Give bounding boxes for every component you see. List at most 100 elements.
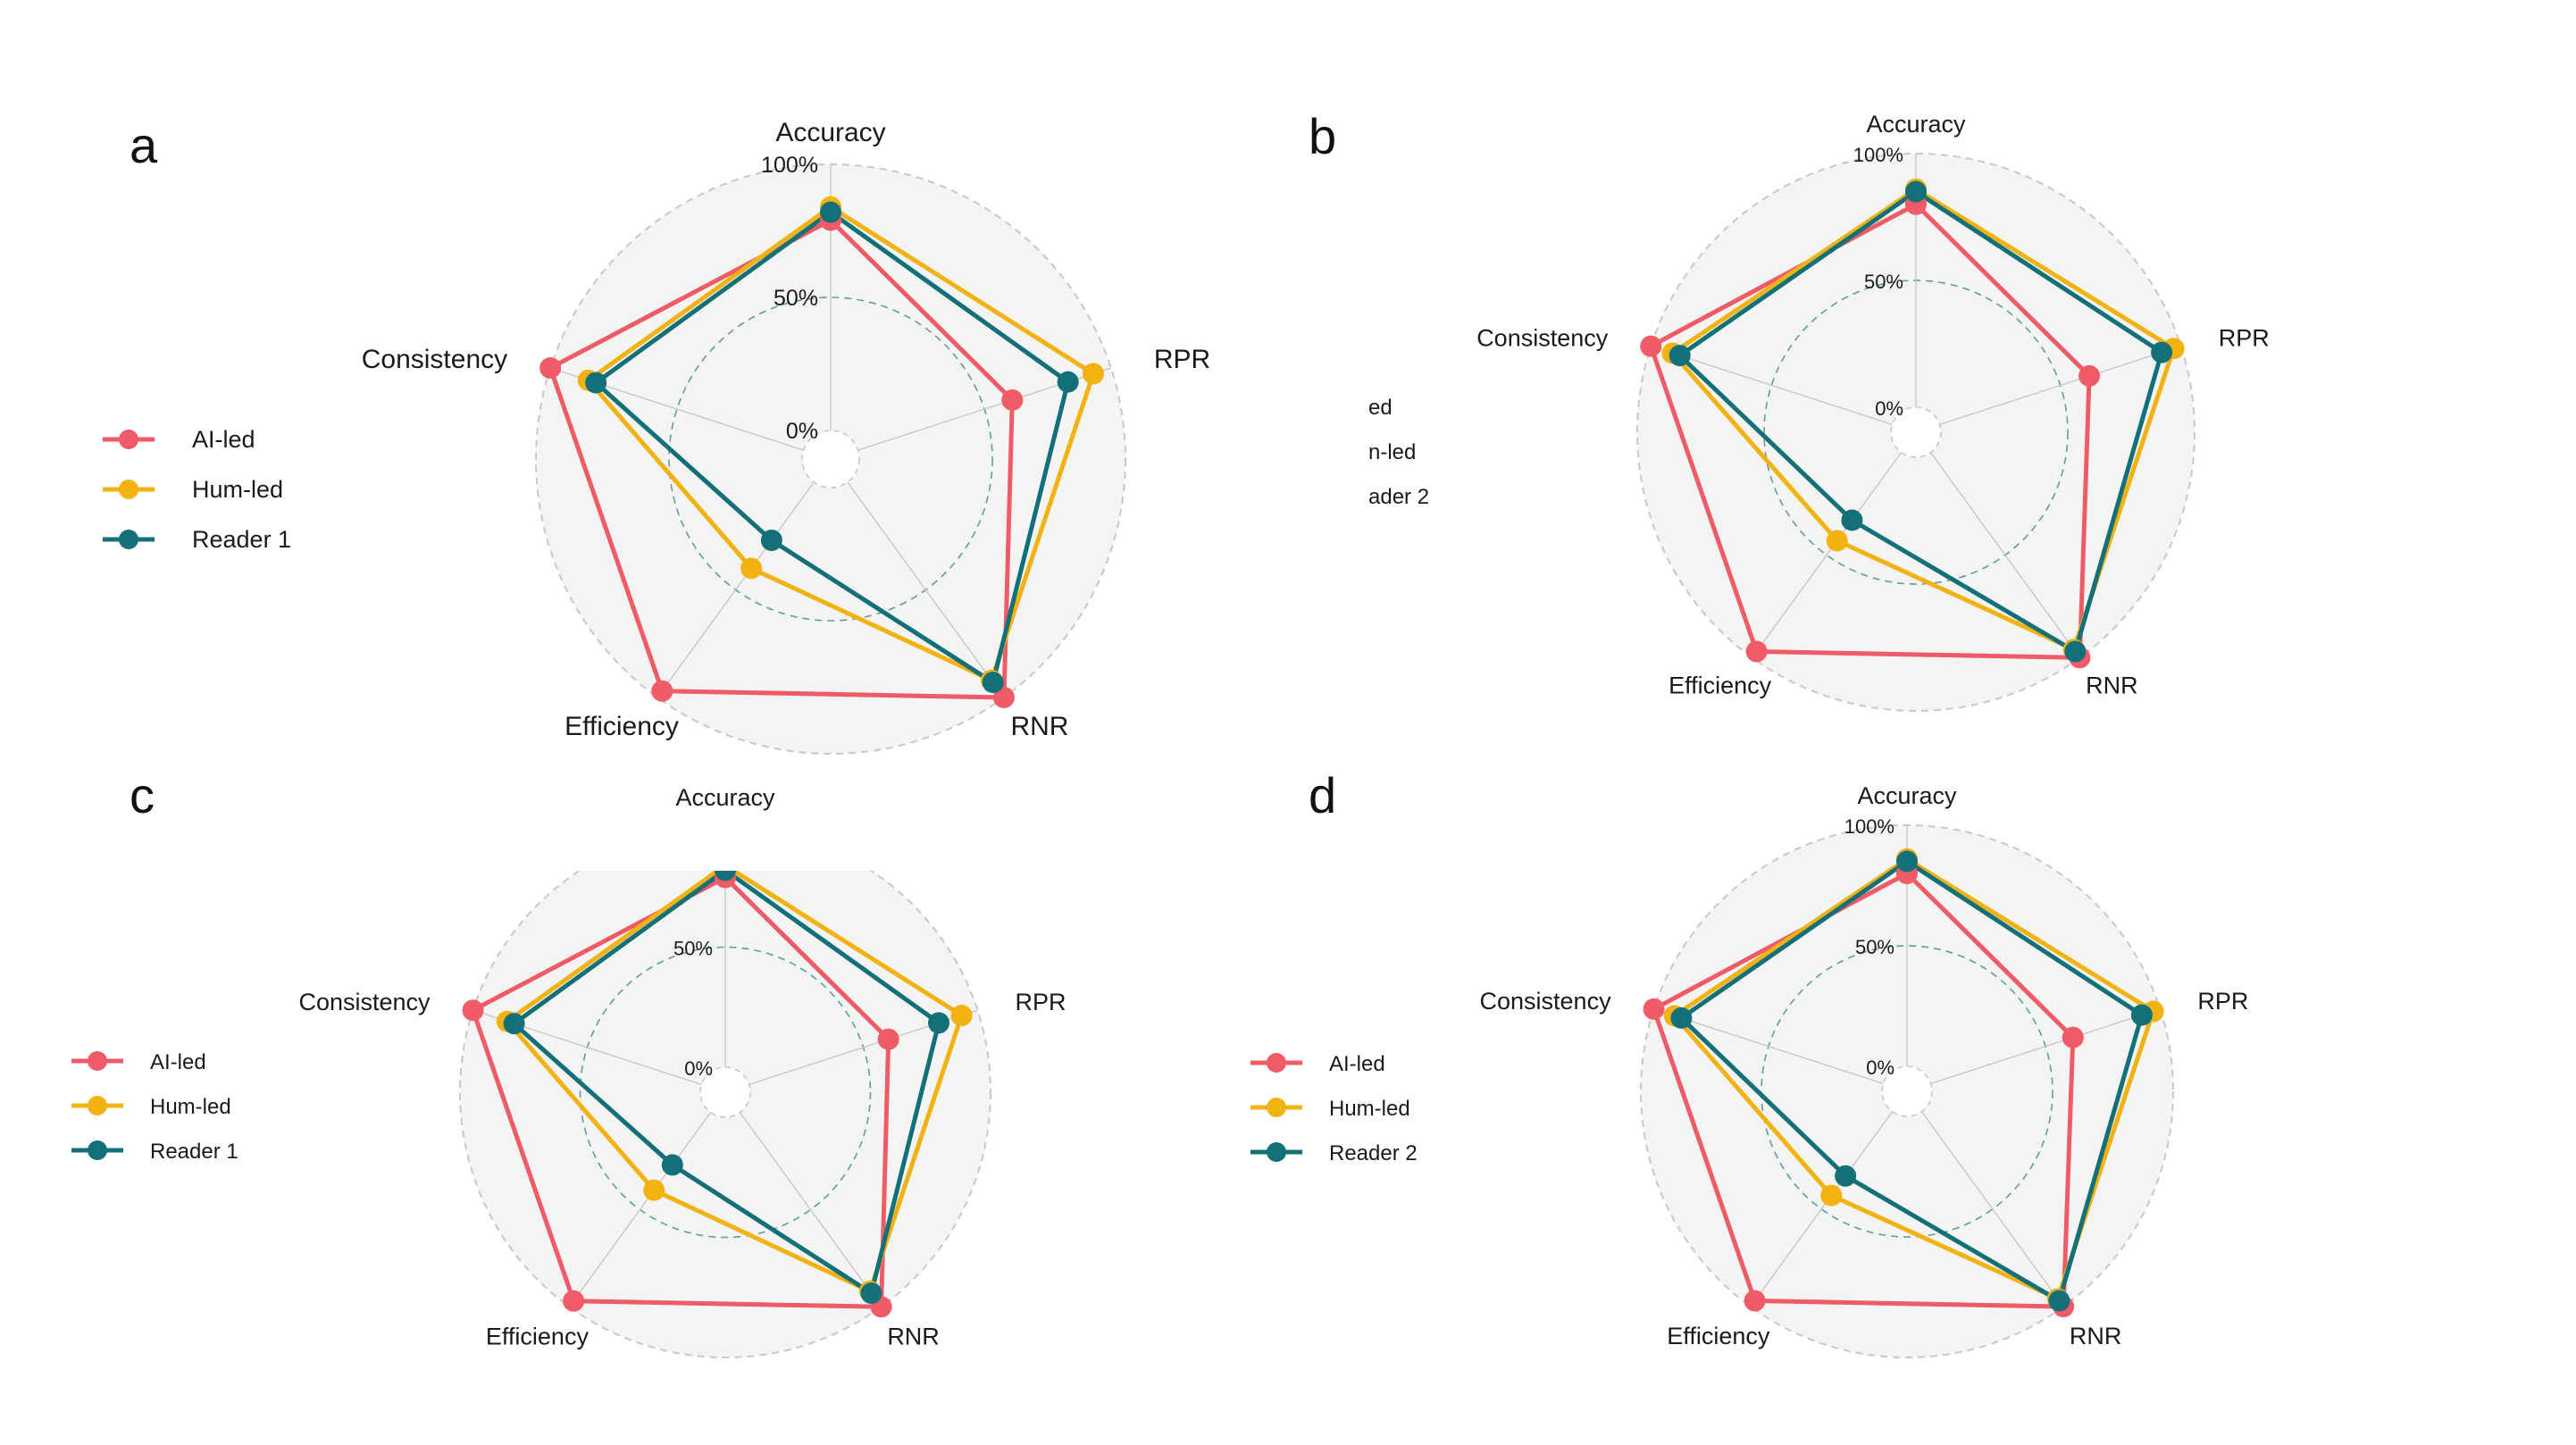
data-point-reader-1-rnr bbox=[982, 672, 1004, 694]
data-point-ai-led-efficiency bbox=[1745, 640, 1768, 663]
axis-label-consistency: Consistency bbox=[362, 345, 507, 374]
legend-swatch-dot bbox=[1267, 1098, 1286, 1117]
axis-label-rpr: RPR bbox=[2197, 988, 2248, 1015]
panel-c-radar: c 50% 0% Accuracy RPR RNR Efficiency Consisten… bbox=[71, 767, 1066, 1358]
radar-inner-ring bbox=[1890, 406, 1942, 458]
data-point-reader-2-rpr bbox=[2130, 1004, 2153, 1026]
legend: AI-led Hum-led Reader 1 bbox=[103, 426, 291, 553]
axis-label-accuracy: Accuracy bbox=[775, 118, 885, 147]
panel-d-radar: d 100% 50% 0% Accuracy RPR RNR Efficiency Consi… bbox=[1250, 767, 2248, 1358]
legend-entry-label: Reader 2 bbox=[1329, 1141, 1418, 1165]
axis-label-consistency: Consistency bbox=[298, 989, 431, 1015]
legend-entry-label: AI-led bbox=[150, 1050, 206, 1074]
data-point-reader-2-consistency bbox=[1670, 1006, 1693, 1029]
data-point-reader-2-rnr bbox=[2048, 1290, 2070, 1312]
radial-tick-label: 100% bbox=[1844, 815, 1894, 838]
axis-label-rnr: RNR bbox=[1010, 712, 1068, 741]
data-point-ai-led-rpr bbox=[2078, 364, 2101, 387]
series-line-ai-led bbox=[471, 875, 891, 1309]
axis-label-efficiency: Efficiency bbox=[1669, 672, 1772, 698]
radial-tick-label: 0% bbox=[684, 1057, 713, 1080]
radial-tick-label: 50% bbox=[774, 286, 818, 311]
radar-plot-area: 50% 0% bbox=[459, 871, 991, 1358]
data-point-ai-led-efficiency bbox=[1744, 1290, 1766, 1312]
axis-label-accuracy: Accuracy bbox=[1866, 111, 1966, 138]
legend-swatch-dot bbox=[88, 1140, 107, 1160]
data-point-ai-led-efficiency bbox=[651, 680, 673, 702]
data-point-hum-led-rpr bbox=[950, 1005, 973, 1027]
radar-mid-ring bbox=[1761, 945, 2053, 1238]
data-point-ai-led-efficiency bbox=[563, 1290, 585, 1312]
data-point-hum-led-efficiency bbox=[1826, 530, 1848, 552]
axis-label-rpr: RPR bbox=[1154, 345, 1210, 374]
data-point-ai-led-consistency bbox=[539, 357, 562, 380]
radial-tick-label: 0% bbox=[1875, 397, 1903, 420]
legend-entry-label: AI-led bbox=[192, 426, 255, 453]
legend-swatch-dot bbox=[1267, 1053, 1286, 1073]
legend-entry-label: Reader 1 bbox=[192, 526, 291, 553]
data-point-ai-led-rpr bbox=[2062, 1026, 2084, 1048]
data-point-reader-1-efficiency bbox=[661, 1154, 683, 1176]
data-point-hum-led-efficiency bbox=[643, 1179, 665, 1201]
data-point-reader-1-efficiency bbox=[760, 529, 782, 551]
data-point-reader-2-efficiency bbox=[1841, 509, 1863, 531]
panel-a-letter: a bbox=[130, 117, 158, 173]
radar-inner-ring bbox=[1881, 1065, 1933, 1117]
legend-entry-label: Hum-led bbox=[150, 1095, 231, 1119]
data-point-ai-led-consistency bbox=[1640, 335, 1662, 357]
data-point-reader-2-efficiency bbox=[1835, 1165, 1857, 1187]
radial-tick-label: 0% bbox=[786, 419, 818, 444]
radar-mid-ring bbox=[579, 946, 872, 1239]
panel-d-letter: d bbox=[1309, 767, 1336, 823]
legend-entry-label: ed bbox=[1368, 396, 1393, 420]
series-line-ai-led bbox=[548, 218, 1015, 700]
axis-label-consistency: Consistency bbox=[1476, 325, 1609, 352]
legend-entry-label: Hum-led bbox=[1329, 1097, 1410, 1121]
data-point-ai-led-rpr bbox=[1001, 388, 1024, 411]
radar-spoke-rnr bbox=[847, 481, 1005, 698]
radar-spoke-rpr bbox=[1939, 345, 2181, 426]
radial-tick-label: 50% bbox=[1864, 271, 1903, 293]
radar-spoke-rnr bbox=[1929, 452, 2080, 658]
axis-label-rpr: RPR bbox=[2219, 325, 2270, 352]
data-point-reader-2-accuracy bbox=[1905, 180, 1927, 203]
data-point-ai-led-consistency bbox=[462, 999, 484, 1022]
legend-swatch-dot bbox=[119, 530, 138, 549]
radar-spoke-consistency bbox=[1651, 345, 1893, 426]
data-point-ai-led-consistency bbox=[1643, 998, 1665, 1020]
radar-inner-ring bbox=[801, 430, 860, 489]
axis-label-rnr: RNR bbox=[2086, 672, 2138, 698]
legend-swatch-dot bbox=[1267, 1142, 1286, 1162]
radar-spoke-efficiency bbox=[1750, 1111, 1894, 1307]
radial-tick-label: 100% bbox=[761, 153, 818, 178]
legend: AI-led Hum-led Reader 1 bbox=[71, 1050, 238, 1164]
data-point-reader-1-rnr bbox=[860, 1282, 882, 1305]
data-point-ai-led-rpr bbox=[877, 1028, 899, 1050]
data-point-hum-led-rpr bbox=[1083, 363, 1105, 385]
panel-b-letter: b bbox=[1309, 108, 1336, 164]
legend-entry-label: n-led bbox=[1368, 440, 1416, 464]
radar-spoke-rnr bbox=[739, 1112, 882, 1307]
data-point-reader-1-accuracy bbox=[715, 871, 736, 881]
axis-label-rnr: RNR bbox=[2070, 1323, 2122, 1349]
data-point-reader-1-accuracy bbox=[820, 201, 841, 223]
data-point-reader-2-rpr bbox=[2151, 341, 2173, 363]
series-line-reader-2 bbox=[1678, 859, 2145, 1303]
axis-label-efficiency: Efficiency bbox=[486, 1323, 590, 1349]
series-line-reader-2 bbox=[1677, 189, 2164, 654]
radial-tick-label: 50% bbox=[1855, 936, 1894, 958]
axis-label-accuracy: Accuracy bbox=[1857, 782, 1957, 809]
series-line-reader-1 bbox=[593, 210, 1071, 685]
series-line-hum-led bbox=[586, 205, 1096, 683]
legend-swatch-dot bbox=[119, 480, 138, 499]
data-point-reader-1-rpr bbox=[1057, 371, 1079, 393]
series-line-reader-1 bbox=[512, 871, 941, 1296]
legend-entry-label: ader 2 bbox=[1368, 485, 1429, 509]
data-point-reader-1-rpr bbox=[927, 1012, 949, 1034]
axis-label-consistency: Consistency bbox=[1480, 988, 1612, 1015]
axis-label-efficiency: Efficiency bbox=[565, 712, 679, 741]
axis-label-rpr: RPR bbox=[1015, 989, 1066, 1015]
legend-entry-label: Reader 1 bbox=[150, 1140, 238, 1164]
axis-label-accuracy: Accuracy bbox=[675, 784, 775, 811]
